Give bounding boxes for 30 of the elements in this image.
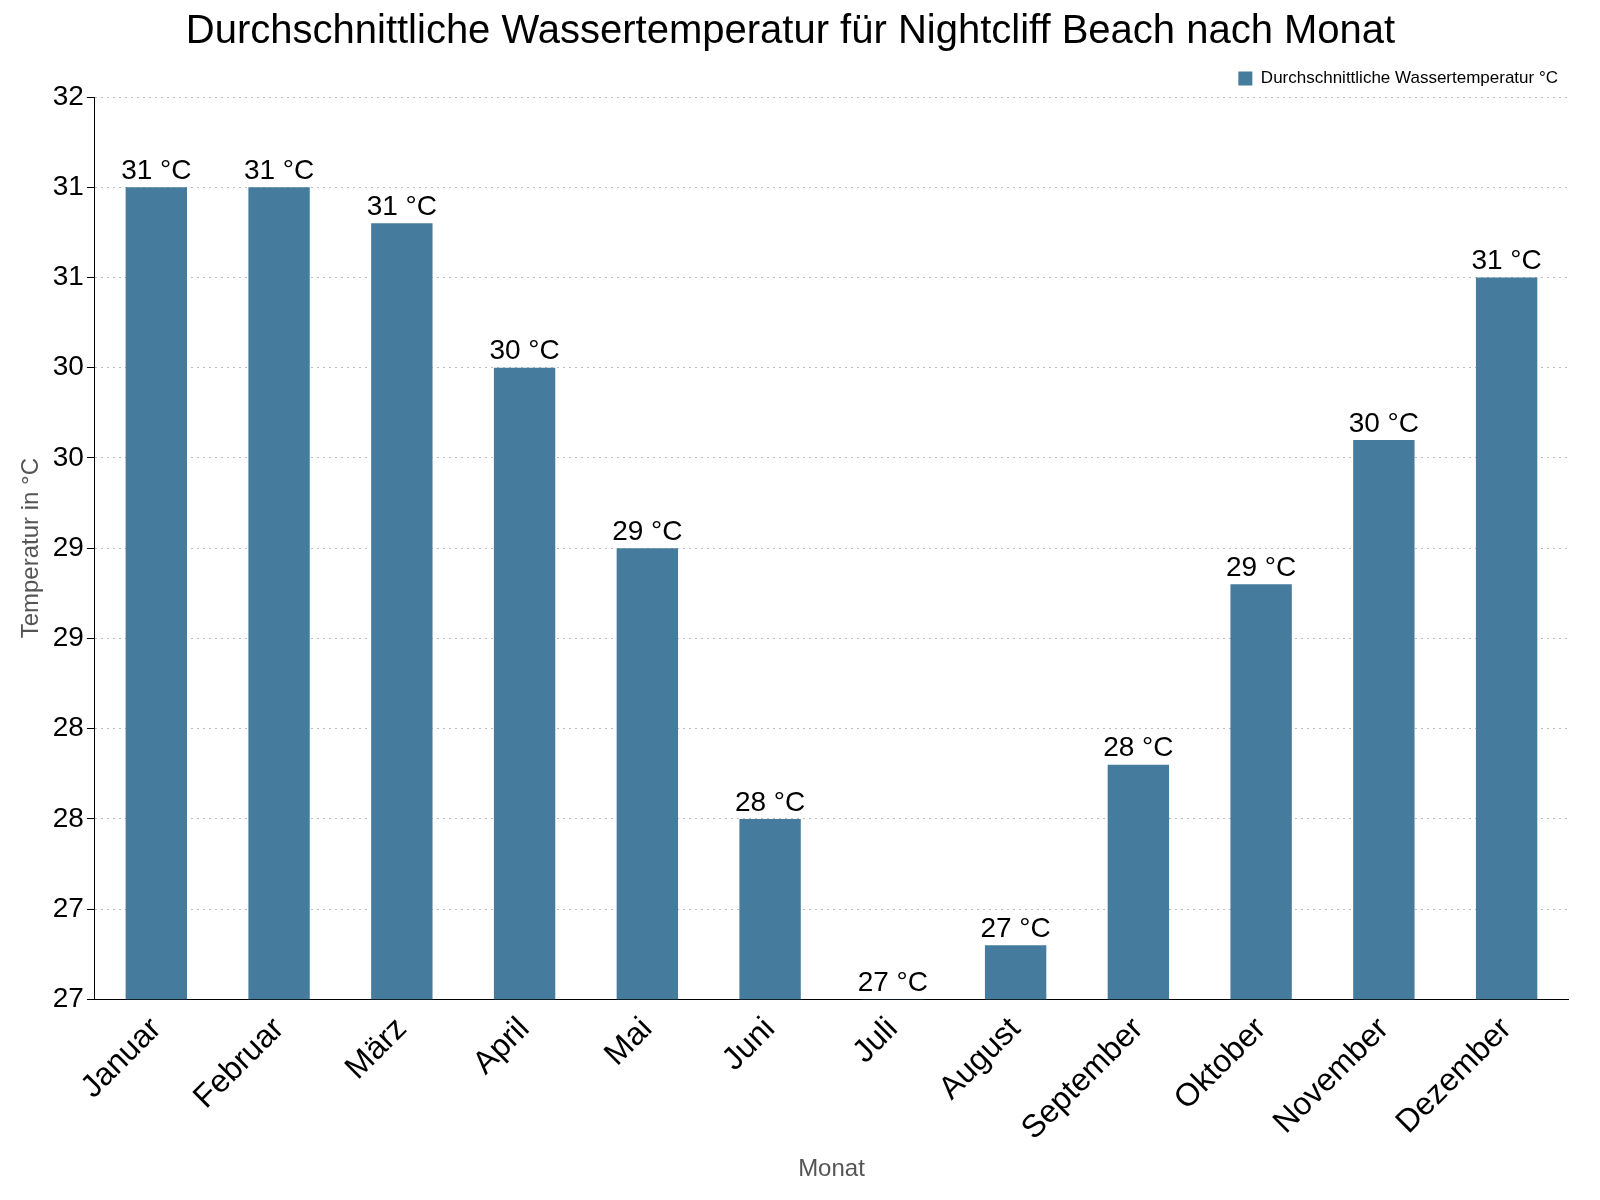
y-tick-label: 31 [52, 169, 84, 201]
text: 27 °C [857, 966, 929, 998]
y-tick-label: 29 [52, 621, 84, 653]
text: 28 °C [734, 785, 806, 817]
y-tick-label: 28 [52, 711, 84, 743]
y-tick-label: 32 [52, 79, 84, 111]
text: 31 °C [1471, 244, 1542, 276]
y-tick-label: 30 [52, 440, 84, 472]
x-axis-title: Monat [798, 1154, 866, 1182]
y-tick-label: 27 [52, 982, 84, 1014]
text: 31 °C [121, 153, 192, 185]
text: 28 °C [1103, 731, 1174, 763]
chart-title: Durchschnittliche Wassertemperatur für Nightcliff Beach nach Monat [185, 7, 1396, 52]
y-tick-label: 29 [52, 530, 84, 562]
y-axis-title: Temperatur in °C [16, 458, 44, 639]
text: 27 °C [980, 911, 1051, 943]
y-tick-label: 31 [52, 260, 84, 292]
legend-label: Durchschnittliche Wassertemperatur °C [1260, 68, 1558, 88]
text: 31 °C [366, 190, 437, 222]
y-tick-label: 28 [52, 801, 84, 833]
x-tick-label: Mai [596, 1009, 659, 1072]
x-tick-label: Juli [844, 1009, 905, 1070]
text: 29 °C [1225, 550, 1297, 582]
text: 31 °C [243, 153, 315, 185]
y-tick-label: 30 [52, 350, 84, 382]
text: 30 °C [489, 334, 560, 366]
y-tick-label: 27 [52, 891, 84, 923]
text: 29 °C [612, 514, 683, 546]
x-tick-label: Juni [714, 1009, 782, 1077]
text: 30 °C [1348, 406, 1420, 438]
